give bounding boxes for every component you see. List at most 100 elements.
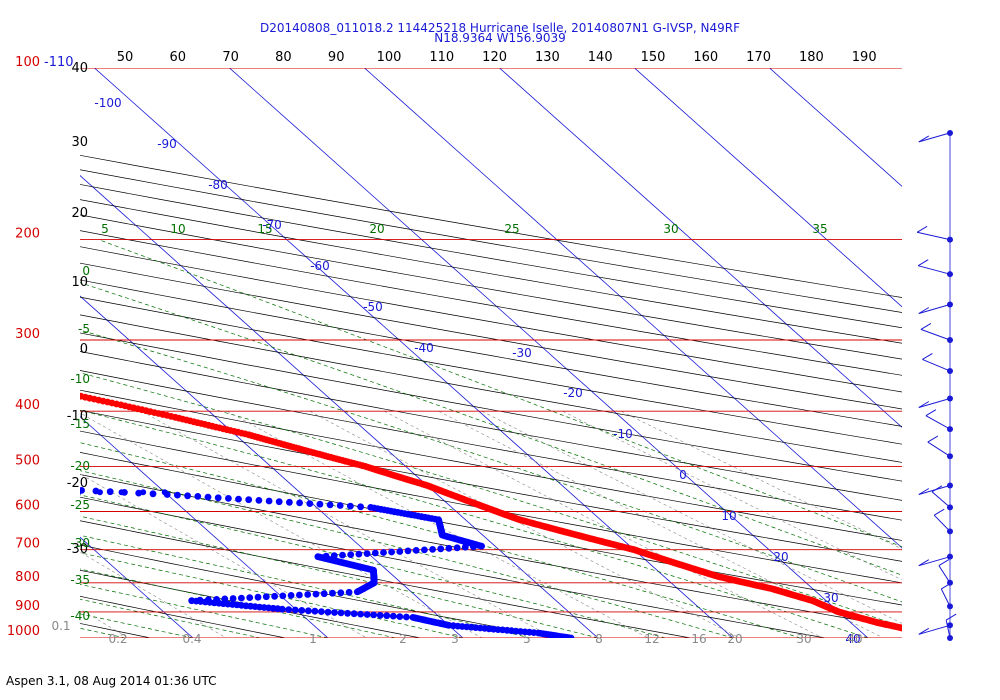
temperature-point xyxy=(14,379,21,386)
mixing-ratio-label: 2 xyxy=(399,632,407,646)
wind-barb-flag xyxy=(922,352,933,360)
dewpoint-point xyxy=(262,593,270,601)
dewpoint-point xyxy=(0,473,1,480)
dewpoint-point xyxy=(229,595,237,602)
dewpoint-point xyxy=(403,613,410,621)
mixing-ratio-label: 0.2 xyxy=(108,632,127,646)
top-axis-label: 50 xyxy=(117,50,134,65)
dewpoint-point xyxy=(396,613,404,620)
wind-barb xyxy=(931,491,951,508)
isotherm-label: -60 xyxy=(310,259,330,273)
dewpoint-point xyxy=(344,609,351,617)
mixing-ratio-line xyxy=(621,410,902,550)
moist-adiabat-top-label: 30 xyxy=(663,222,678,236)
wind-barb xyxy=(918,132,951,143)
dewpoint-point xyxy=(204,493,212,501)
wind-barb xyxy=(933,514,951,532)
dewpoint-point xyxy=(96,489,103,496)
top-axis-label: 70 xyxy=(222,50,239,65)
temperature-point xyxy=(68,391,75,398)
dewpoint-point xyxy=(437,545,445,553)
isotherm-label: -70 xyxy=(262,218,282,232)
temperature-point xyxy=(28,382,35,389)
mixing-ratio-label: 40 xyxy=(847,632,862,646)
top-axis-label: 140 xyxy=(588,50,613,65)
isotherm-label-top: -110 xyxy=(44,55,74,70)
dewpoint-point xyxy=(184,492,192,500)
dewpoint-point xyxy=(278,605,286,613)
dry-adiabat-line xyxy=(80,430,902,584)
dewpoint-point xyxy=(363,550,371,557)
dewpoint-point xyxy=(287,592,295,599)
chart-title: D20140808_011018.2 114425218 Hurricane I… xyxy=(260,21,740,35)
dewpoint-point xyxy=(429,546,436,553)
dewpoint-point xyxy=(194,493,202,500)
isotherm-label: 10 xyxy=(721,509,736,523)
dewpoint-point xyxy=(453,544,461,552)
moist-adiabat-top-label: 5 xyxy=(101,222,109,236)
top-axis-label: 120 xyxy=(482,50,507,65)
mixing-ratio-label: 5 xyxy=(523,632,531,646)
dewpoint-point xyxy=(353,588,361,596)
pressure-label: 800 xyxy=(15,570,40,585)
dewpoint-point xyxy=(337,609,345,617)
dry-adiabat-label: 40 xyxy=(71,61,88,76)
dewpoint-point xyxy=(339,551,346,559)
temperature-point xyxy=(0,374,3,381)
dewpoint-point xyxy=(389,612,397,620)
wind-barb-flag xyxy=(918,307,930,314)
moist-adiabat-line xyxy=(80,282,902,576)
dewpoint-point xyxy=(286,498,293,506)
dewpoint-point xyxy=(347,551,355,558)
pressure-label: 900 xyxy=(15,599,40,614)
moist-adiabat-line xyxy=(80,534,531,638)
isotherm-line xyxy=(633,68,902,308)
dewpoint-point xyxy=(347,502,354,510)
isotherm-line xyxy=(363,68,902,549)
dewpoint-point xyxy=(225,495,232,502)
dewpoint-point xyxy=(306,500,314,507)
dry-adiabat-label: -10 xyxy=(67,409,88,424)
wind-barb xyxy=(918,304,951,314)
pressure-label: 600 xyxy=(15,499,40,514)
dewpoint-point xyxy=(0,467,4,474)
dewpoint-point xyxy=(311,607,319,615)
isotherm-line xyxy=(80,295,464,638)
temperature-point xyxy=(19,380,26,387)
moist-adiabat-top-label: 20 xyxy=(369,222,384,236)
mixing-ratio-label: 16 xyxy=(691,632,706,646)
temperature-point xyxy=(908,627,915,634)
dewpoint-point xyxy=(275,498,283,506)
dewpoint-point xyxy=(316,500,324,508)
pressure-label: 200 xyxy=(15,227,40,242)
top-axis-label: 170 xyxy=(746,50,771,65)
mixing-ratio-line xyxy=(481,410,902,624)
dewpoint-point xyxy=(106,488,114,496)
dewpoint-point xyxy=(140,489,147,496)
dry-adiabat-line xyxy=(80,279,902,427)
dewpoint-point xyxy=(412,547,420,554)
dewpoint-point xyxy=(2,469,9,476)
temperature-point xyxy=(23,381,30,388)
wind-barb-flag xyxy=(918,559,930,567)
wind-barb xyxy=(918,398,951,408)
mixing-ratio-line xyxy=(80,608,129,638)
dry-adiabat-line xyxy=(80,496,828,638)
isotherm-line xyxy=(93,68,734,638)
top-axis-label: 90 xyxy=(328,50,345,65)
wind-barb-flag xyxy=(945,613,957,621)
temperature-point xyxy=(932,632,939,639)
dewpoint-point xyxy=(445,544,453,552)
temperature-point xyxy=(64,390,71,397)
isotherm-label: 40 xyxy=(845,632,860,646)
temperature-point xyxy=(939,633,946,640)
dry-adiabat-label: 10 xyxy=(71,275,88,290)
moist-adiabat-label: -25 xyxy=(70,498,90,512)
dewpoint-point xyxy=(371,549,379,557)
mixing-ratio-label: 8 xyxy=(595,632,603,646)
dewpoint-point xyxy=(0,472,4,479)
isotherm-label: -100 xyxy=(94,96,121,110)
dewpoint-point xyxy=(3,468,10,475)
pressure-label: 300 xyxy=(15,327,40,342)
